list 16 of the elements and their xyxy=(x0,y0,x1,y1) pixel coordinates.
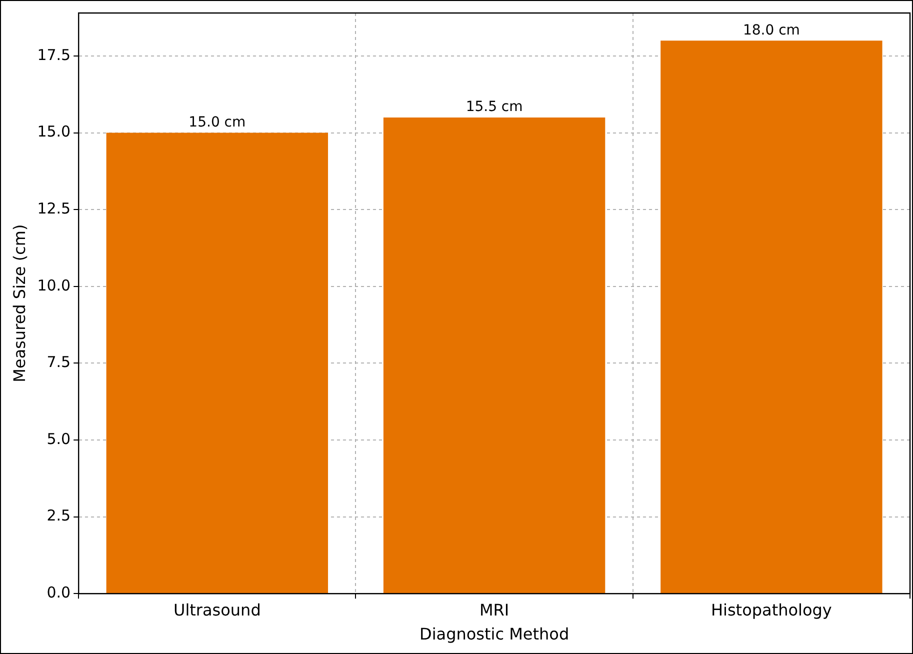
y-axis-title: Measured Size (cm) xyxy=(10,224,29,382)
y-tick-label: 10.0 xyxy=(37,276,71,294)
data-label: 15.0 cm xyxy=(188,114,246,130)
y-tick-label: 17.5 xyxy=(37,46,71,64)
y-tick-label: 5.0 xyxy=(46,430,71,448)
y-tick-label: 12.5 xyxy=(37,199,71,218)
x-tick-label: MRI xyxy=(479,600,510,620)
x-axis-title: Diagnostic Method xyxy=(419,624,570,644)
y-tick-label: 7.5 xyxy=(46,353,71,372)
x-tick-label: Ultrasound xyxy=(173,600,261,620)
data-label: 15.5 cm xyxy=(466,99,523,116)
x-tick-label: Histopathology xyxy=(710,600,832,620)
y-tick-label: 0.0 xyxy=(46,583,71,602)
y-tick-label: 2.5 xyxy=(46,506,71,525)
y-tick-label: 15.0 xyxy=(37,122,71,141)
data-label: 18.0 cm xyxy=(742,22,800,38)
